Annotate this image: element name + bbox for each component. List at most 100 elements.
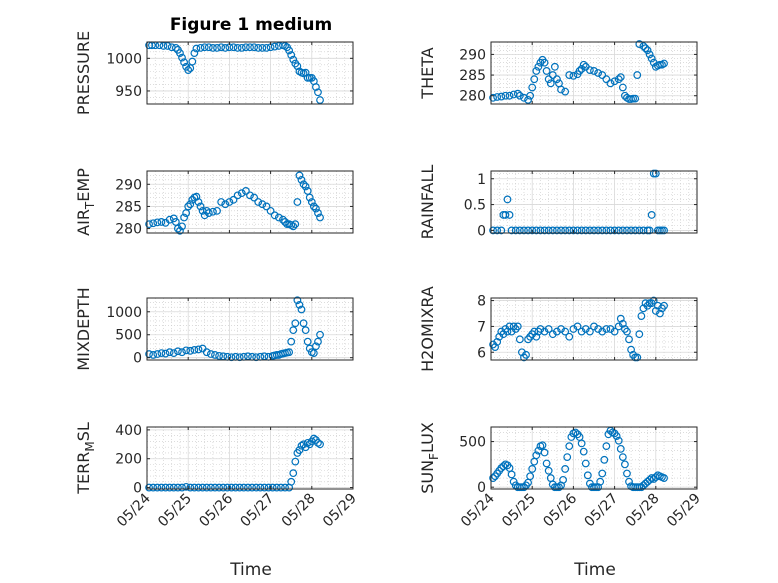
data-point [297, 441, 306, 450]
data-point [606, 226, 615, 235]
subplot-5: 0 500 1000 MIXDEPTH [74, 287, 354, 371]
data-point [610, 226, 619, 235]
data-point [553, 75, 561, 84]
data-point [561, 327, 570, 336]
data-point [559, 475, 567, 484]
data-point [180, 58, 188, 67]
data-point [250, 43, 259, 52]
data-point [252, 353, 261, 362]
data-point [614, 75, 623, 84]
data-point [301, 326, 310, 335]
y-tick-label: 280 [459, 89, 486, 105]
data-point [602, 325, 611, 333]
y-tick-label: 0 [477, 223, 486, 239]
y-axis-label: RAINFALL [418, 165, 437, 240]
data-point [209, 43, 217, 52]
y-axis-label: MIXDEPTH [74, 287, 93, 370]
data-point [223, 483, 232, 492]
data-point [291, 319, 300, 328]
data-point [623, 469, 631, 478]
data-point [606, 79, 615, 88]
data-point [571, 428, 580, 437]
data-point [647, 54, 656, 63]
data-point [178, 53, 186, 62]
data-point [594, 226, 603, 235]
data-point [169, 349, 178, 358]
data-point [285, 46, 294, 55]
data-point [557, 226, 565, 235]
data-point [291, 457, 300, 466]
plot-area [491, 298, 697, 360]
data-point [542, 67, 551, 75]
tick-marks [490, 427, 698, 489]
data-point [643, 46, 652, 55]
data-point [528, 83, 537, 92]
data-point [577, 439, 586, 448]
data-point [157, 483, 166, 492]
y-tick-label: 290 [115, 177, 142, 193]
data-point [616, 73, 625, 82]
data-point [291, 220, 300, 229]
data-point [244, 483, 252, 492]
y-tick-label: 200 [115, 452, 142, 468]
data-point [616, 314, 625, 323]
data-point [217, 43, 226, 52]
data-point [204, 209, 213, 217]
data-point [235, 353, 244, 362]
data-point [507, 470, 516, 479]
data-point [171, 218, 180, 226]
data-point [633, 71, 642, 79]
data-point [301, 68, 310, 77]
data-point [565, 442, 574, 451]
data-series [145, 434, 324, 492]
data-point [647, 211, 656, 219]
data-point [493, 338, 502, 346]
data-point [254, 43, 263, 52]
data-point [221, 43, 230, 52]
data-point [565, 71, 574, 79]
data-point [579, 447, 588, 456]
data-point [526, 91, 535, 100]
data-point [594, 69, 603, 77]
data-point [312, 83, 320, 91]
data-point [295, 171, 304, 180]
data-point [254, 198, 263, 206]
data-point [149, 351, 158, 359]
y-label-subscript: T [83, 201, 97, 210]
data-point [194, 483, 203, 492]
data-point [577, 64, 586, 73]
data-point [215, 351, 224, 360]
data-point [585, 327, 594, 336]
data-point [295, 300, 304, 309]
y-tick-label: 285 [459, 68, 486, 84]
figure-title: Figure 1 medium [170, 15, 332, 35]
data-point [260, 483, 269, 492]
data-point [563, 453, 572, 461]
data-point [573, 322, 582, 331]
data-point [540, 58, 549, 67]
data-point [524, 95, 532, 104]
data-point [293, 198, 302, 206]
data-point [299, 180, 308, 189]
data-point [200, 211, 209, 220]
data-point [561, 465, 570, 473]
axes-box [146, 297, 354, 361]
data-point [163, 42, 172, 50]
data-point [184, 66, 193, 74]
y-tick-label: 1000 [106, 305, 142, 321]
data-point [548, 226, 557, 235]
data-point [266, 206, 275, 215]
y-tick-label: 1000 [106, 51, 142, 67]
data-point [303, 187, 312, 195]
data-point [557, 325, 565, 333]
data-point [540, 226, 549, 235]
data-point [532, 451, 541, 460]
data-point [237, 43, 246, 52]
data-point [635, 330, 644, 339]
data-point [557, 85, 565, 94]
data-series [489, 426, 668, 492]
data-point [316, 440, 324, 449]
data-point [312, 342, 320, 351]
data-point [285, 348, 294, 357]
data-point [524, 226, 532, 235]
